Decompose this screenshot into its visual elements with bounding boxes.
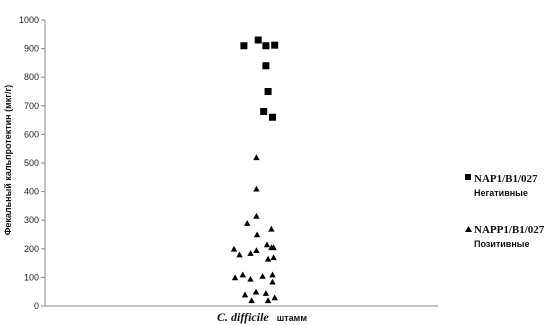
data-point-square: [269, 113, 276, 121]
data-point-triangle: [244, 220, 251, 226]
data-point-triangle: [253, 212, 260, 219]
data-point-triangle: [262, 290, 270, 296]
data-point-square: [254, 36, 262, 44]
data-point-triangle: [252, 288, 260, 295]
data-point-triangle: [270, 244, 277, 251]
data-point-triangle: [264, 297, 272, 304]
x-axis-label: C. difficile штамм: [217, 308, 307, 325]
x-axis-label-species: C. difficile: [217, 310, 269, 324]
data-point-triangle: [230, 245, 238, 252]
data-point-triangle: [253, 185, 260, 192]
y-tick-label: 900: [24, 44, 39, 54]
y-tick-label: 700: [24, 101, 39, 111]
data-point-triangle: [253, 154, 260, 161]
data-point-triangle: [241, 291, 249, 298]
data-point-triangle: [248, 297, 255, 304]
legend: NAP1/B1/027 Негативные NAPP1/B1/027 Пози…: [465, 173, 545, 249]
y-axis-label: Фекальный кальпротектин (мкг/г): [3, 85, 13, 236]
legend-entry-positive: NAPP1/B1/027 Позитивные: [465, 224, 545, 249]
y-tick-label: 0: [34, 301, 39, 311]
data-points: [230, 36, 279, 304]
y-tick-label: 500: [24, 158, 39, 168]
data-point-triangle: [271, 294, 278, 301]
y-tick-label: 800: [24, 72, 39, 82]
y-tick-label: 600: [24, 129, 39, 139]
data-point-triangle: [264, 255, 272, 262]
data-point-square: [264, 88, 272, 95]
legend-marker-square: [465, 174, 471, 180]
data-point-triangle: [259, 272, 266, 279]
legend-series-2-subtitle: Позитивные: [474, 239, 529, 249]
data-point-triangle: [236, 251, 243, 258]
y-tick-label: 100: [24, 272, 39, 282]
legend-series-2-name: NAPP1/B1/027: [474, 224, 545, 236]
data-point-square: [262, 62, 270, 70]
legend-series-1-subtitle: Негативные: [474, 188, 528, 198]
data-point-triangle: [263, 241, 271, 248]
y-tick-label: 300: [24, 215, 39, 225]
data-point-triangle: [253, 231, 261, 238]
data-point-triangle: [253, 247, 260, 254]
data-point-square: [271, 41, 279, 49]
legend-marker-triangle: [465, 226, 472, 232]
data-point-triangle: [269, 278, 276, 285]
data-point-triangle: [247, 250, 254, 256]
data-point-square: [262, 42, 270, 50]
data-point-triangle: [270, 254, 277, 261]
y-tick-label: 1000: [19, 15, 39, 25]
y-axis: 0 100 200 300 400 500 600 700 800 900 1000: [19, 15, 46, 311]
y-tick-label: 400: [24, 187, 39, 197]
data-point-square: [260, 108, 268, 116]
data-point-square: [240, 42, 248, 50]
legend-series-1-name: NAP1/B1/027: [474, 173, 538, 185]
x-axis-label-strain: штамм: [277, 313, 308, 323]
data-point-triangle: [239, 271, 246, 278]
data-point-triangle: [247, 275, 254, 282]
data-point-triangle: [268, 225, 275, 232]
y-tick-label: 200: [24, 244, 39, 254]
legend-entry-negative: NAP1/B1/027 Негативные: [465, 173, 538, 198]
data-point-triangle: [231, 274, 239, 281]
data-point-triangle: [269, 271, 276, 278]
